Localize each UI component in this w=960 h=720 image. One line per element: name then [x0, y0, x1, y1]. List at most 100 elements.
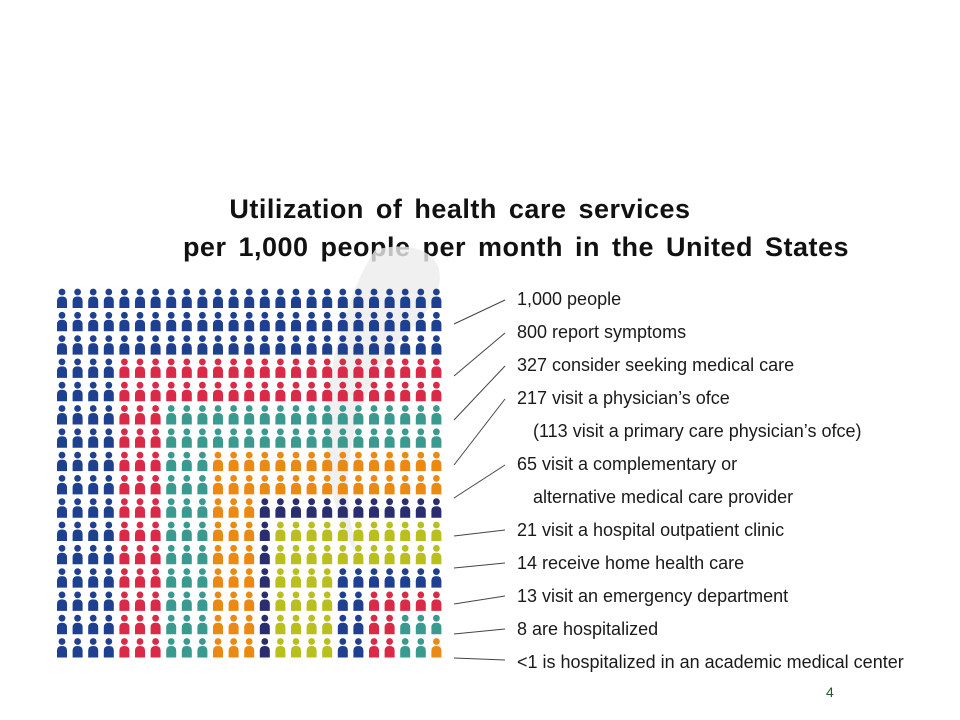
- person-icon: [103, 614, 114, 635]
- person-icon: [259, 405, 270, 425]
- person-icon: [322, 358, 333, 378]
- person-icon: [135, 288, 145, 308]
- person-icon: [337, 428, 348, 448]
- person-icon: [213, 591, 223, 611]
- person-icon: [166, 498, 177, 518]
- person-icon: [369, 544, 379, 565]
- person-icon: [150, 568, 161, 588]
- person-icon: [181, 521, 192, 541]
- category-label: <1 is hospitalized in an academic medica…: [517, 652, 904, 672]
- person-icon: [337, 614, 348, 635]
- person-icon: [103, 428, 114, 448]
- person-icon: [369, 614, 379, 635]
- person-icon: [291, 544, 301, 565]
- person-icon: [415, 335, 426, 355]
- person-icon: [431, 544, 442, 565]
- person-icon: [384, 358, 395, 378]
- person-icon: [213, 475, 223, 495]
- person-icon: [88, 381, 99, 402]
- person-icon: [197, 358, 208, 378]
- person-icon: [306, 591, 317, 611]
- person-icon: [119, 498, 130, 518]
- person-icon: [213, 498, 223, 518]
- leader-lines: [453, 299, 506, 661]
- person-icon: [244, 614, 255, 635]
- person-icon: [181, 591, 192, 611]
- person-icon: [431, 405, 442, 425]
- person-icon: [57, 451, 67, 472]
- person-icon: [353, 498, 364, 518]
- person-icon: [259, 288, 270, 308]
- person-icon: [135, 568, 145, 588]
- person-icon: [415, 428, 426, 448]
- person-icon: [150, 405, 161, 425]
- person-icon: [135, 614, 145, 635]
- person-icon: [384, 335, 395, 355]
- person-icon: [259, 521, 270, 541]
- category-label: 327 consider seeking medical care: [517, 355, 794, 375]
- person-icon: [166, 521, 177, 541]
- person-icon: [291, 498, 301, 518]
- person-icon: [166, 568, 177, 588]
- person-icon: [306, 521, 317, 541]
- person-icon: [337, 591, 348, 611]
- person-icon: [197, 288, 208, 308]
- person-icon: [353, 381, 364, 402]
- person-icon: [228, 311, 239, 332]
- category-label: 65 visit a complementary or: [517, 454, 737, 474]
- person-icon: [213, 638, 223, 658]
- person-icon: [244, 288, 255, 308]
- person-icon: [244, 311, 255, 332]
- person-icon: [213, 521, 223, 541]
- person-icon: [166, 311, 177, 332]
- person-icon: [72, 288, 83, 308]
- person-icon: [337, 568, 348, 588]
- person-icon: [228, 475, 239, 495]
- person-icon: [228, 544, 239, 565]
- person-icon: [275, 521, 286, 541]
- person-icon: [57, 638, 67, 658]
- person-icon: [135, 521, 145, 541]
- person-icon: [72, 591, 83, 611]
- person-icon: [259, 475, 270, 495]
- person-icon: [384, 521, 395, 541]
- person-icon: [291, 475, 301, 495]
- person-icon: [244, 451, 255, 472]
- person-icon: [353, 544, 364, 565]
- person-icon: [88, 498, 99, 518]
- person-icon: [353, 614, 364, 635]
- category-sublabel: (113 visit a primary care physician’s of…: [533, 421, 861, 441]
- person-icon: [103, 335, 114, 355]
- person-icon: [103, 638, 114, 658]
- person-icon-grid: [57, 288, 442, 658]
- person-icon: [353, 428, 364, 448]
- chart-title-line-1: Utilization of health care services: [229, 194, 691, 224]
- person-icon: [431, 335, 442, 355]
- person-icon: [400, 568, 411, 588]
- leader-line: [453, 595, 506, 605]
- person-icon: [244, 475, 255, 495]
- person-icon: [322, 405, 333, 425]
- person-icon: [369, 358, 379, 378]
- person-icon: [228, 451, 239, 472]
- category-label: 217 visit a physician’s ofce: [517, 388, 730, 408]
- person-icon: [181, 288, 192, 308]
- person-icon: [150, 288, 161, 308]
- person-icon: [415, 638, 426, 658]
- person-icon: [150, 498, 161, 518]
- person-icon: [150, 475, 161, 495]
- person-icon: [259, 451, 270, 472]
- person-icon: [181, 381, 192, 402]
- person-icon: [431, 428, 442, 448]
- person-icon: [72, 428, 83, 448]
- person-icon: [275, 358, 286, 378]
- person-icon: [213, 428, 223, 448]
- person-icon: [57, 288, 67, 308]
- person-icon: [431, 451, 442, 472]
- leader-line: [453, 464, 506, 499]
- person-icon: [166, 544, 177, 565]
- person-icon: [322, 638, 333, 658]
- person-icon: [306, 451, 317, 472]
- person-icon: [135, 428, 145, 448]
- person-icon: [275, 335, 286, 355]
